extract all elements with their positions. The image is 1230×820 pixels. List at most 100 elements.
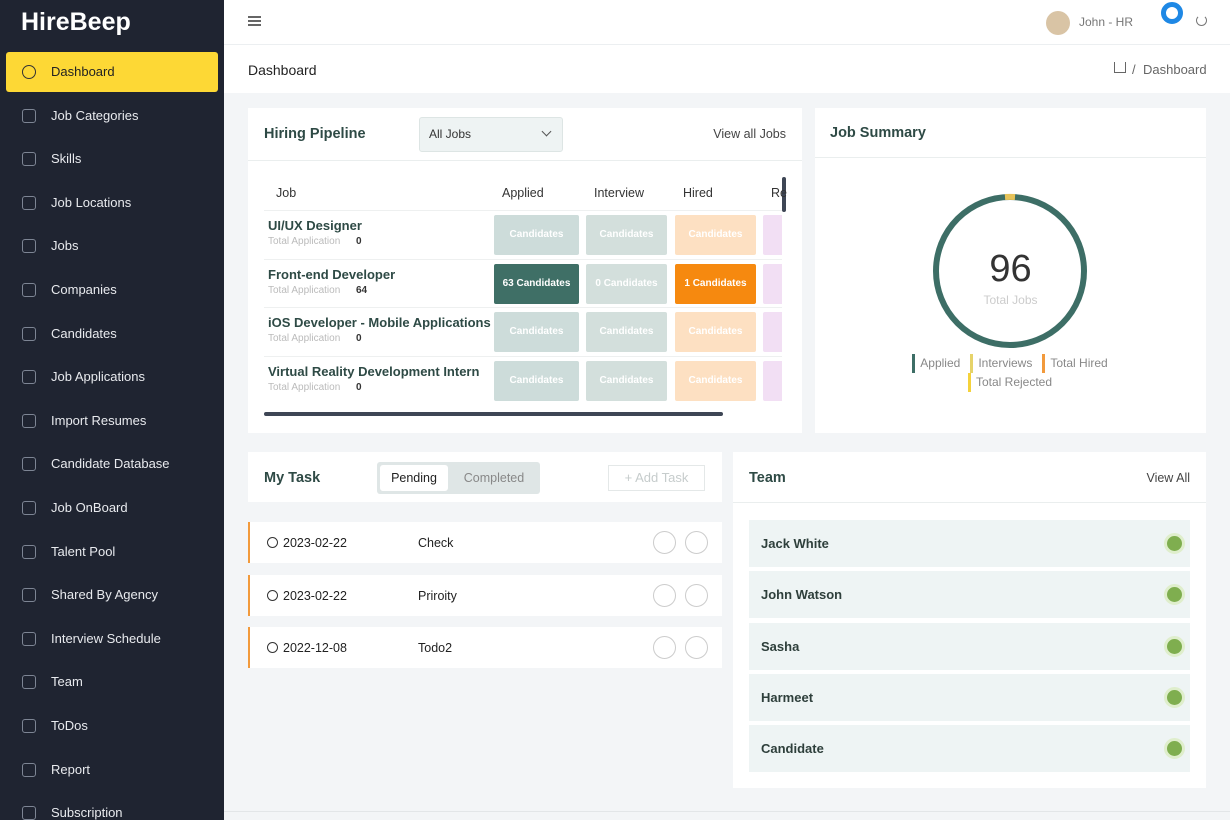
total-count: 0 bbox=[356, 333, 362, 344]
legend-item[interactable]: Interviews bbox=[970, 354, 1032, 373]
tab-completed[interactable]: Completed bbox=[463, 471, 525, 485]
breadcrumb[interactable]: Dashboard bbox=[1143, 62, 1207, 77]
candidate-cell[interactable]: Candidates bbox=[675, 312, 756, 352]
home-icon[interactable] bbox=[1114, 62, 1126, 73]
notification-badge[interactable] bbox=[1161, 2, 1183, 24]
menu-item[interactable]: Jobs bbox=[6, 226, 218, 266]
member-avatar bbox=[1164, 738, 1185, 760]
task-item: 2023-02-22 Priroity bbox=[248, 574, 722, 616]
menu-icon bbox=[22, 806, 36, 820]
delete-button[interactable] bbox=[685, 636, 708, 659]
candidate-cell[interactable]: Candidates bbox=[494, 360, 579, 401]
member-name: Candidate bbox=[761, 741, 824, 757]
menu-icon bbox=[22, 413, 36, 428]
job-title[interactable]: UI/UX Designer bbox=[268, 218, 362, 233]
candidate-cell[interactable]: C bbox=[763, 215, 782, 255]
task-date: 2023-02-22 bbox=[283, 536, 347, 550]
tab-pending[interactable]: Pending bbox=[380, 465, 448, 491]
row-divider bbox=[264, 355, 782, 357]
view-all-jobs[interactable]: View all Jobs bbox=[713, 127, 786, 141]
menu-item[interactable]: Companies bbox=[6, 270, 218, 310]
menu-item[interactable]: Skills bbox=[6, 139, 218, 179]
edit-button[interactable] bbox=[653, 531, 676, 554]
menu-icon bbox=[22, 65, 36, 79]
card-title: Job Summary bbox=[830, 125, 926, 141]
candidate-cell[interactable]: Candidates bbox=[586, 360, 667, 401]
power-icon[interactable] bbox=[1196, 15, 1207, 26]
user-name[interactable]: John - HR bbox=[1079, 15, 1134, 29]
menu-icon bbox=[22, 544, 36, 559]
menu-item[interactable]: Subscription bbox=[6, 793, 218, 820]
row-divider bbox=[264, 210, 782, 211]
add-task-button[interactable]: + Add Task bbox=[608, 465, 705, 491]
candidate-cell[interactable]: Candidates bbox=[494, 312, 579, 352]
job-title[interactable]: Virtual Reality Development Intern bbox=[268, 363, 480, 379]
menu-item[interactable]: Team bbox=[6, 662, 218, 702]
v-scrollbar[interactable] bbox=[782, 177, 786, 212]
menu-icon bbox=[22, 631, 36, 646]
legend-item[interactable]: Total Hired bbox=[1042, 354, 1108, 373]
breadcrumb-sep: / bbox=[1132, 62, 1136, 77]
total-label: Total Application bbox=[268, 236, 341, 247]
delete-button[interactable] bbox=[685, 583, 708, 607]
task-text: Todo2 bbox=[418, 641, 453, 655]
menu-item[interactable]: Dashboard bbox=[6, 52, 218, 92]
menu-item[interactable]: Job OnBoard bbox=[6, 488, 218, 528]
task-date: 2022-12-08 bbox=[283, 641, 347, 655]
job-filter[interactable]: All Jobs bbox=[419, 117, 563, 152]
team-member[interactable]: Jack White bbox=[749, 520, 1190, 567]
team-member[interactable]: Sasha bbox=[749, 622, 1190, 670]
menu-item[interactable]: Job Locations bbox=[6, 183, 218, 223]
row-divider bbox=[264, 307, 782, 308]
footer-line bbox=[224, 811, 1230, 812]
pipeline-card: Hiring Pipeline All Jobs View all Jobs J… bbox=[248, 108, 802, 433]
menu-item[interactable]: Interview Schedule bbox=[6, 619, 218, 659]
team-member[interactable]: Harmeet bbox=[749, 673, 1190, 721]
candidate-cell[interactable]: 63 Candidates bbox=[494, 263, 579, 304]
card-title: My Task bbox=[264, 470, 321, 486]
candidate-cell[interactable]: 0 C bbox=[763, 263, 782, 304]
menu-item[interactable]: Shared By Agency bbox=[6, 575, 218, 615]
menu-item[interactable]: Job Applications bbox=[6, 357, 218, 397]
edit-button[interactable] bbox=[653, 583, 676, 607]
candidate-cell[interactable]: 1 Candidates bbox=[675, 263, 756, 304]
column-header: Applied bbox=[502, 186, 544, 200]
menu-item[interactable]: Report bbox=[6, 750, 218, 790]
menu-item[interactable]: Talent Pool bbox=[6, 532, 218, 572]
menu-item[interactable]: Candidate Database bbox=[6, 444, 218, 484]
candidate-cell[interactable]: C bbox=[763, 312, 782, 352]
candidate-cell[interactable]: C bbox=[763, 360, 782, 401]
candidate-cell[interactable]: Candidates bbox=[675, 215, 756, 255]
task-item: 2023-02-22 Check bbox=[248, 522, 722, 563]
menu-item[interactable]: ToDos bbox=[6, 706, 218, 746]
brand[interactable]: HireBeep bbox=[21, 8, 131, 36]
menu-item[interactable]: Candidates bbox=[6, 314, 218, 354]
delete-button[interactable] bbox=[685, 531, 708, 554]
team-member[interactable]: Candidate bbox=[749, 725, 1190, 773]
member-avatar bbox=[1164, 533, 1185, 554]
candidate-cell[interactable]: 0 Candidates bbox=[586, 263, 667, 304]
menu-item[interactable]: Import Resumes bbox=[6, 401, 218, 441]
team-member[interactable]: John Watson bbox=[749, 571, 1190, 619]
task-header: My Task Pending Completed + Add Task bbox=[248, 452, 722, 502]
avatar bbox=[1046, 11, 1070, 35]
column-header: Re bbox=[771, 186, 787, 200]
h-scrollbar[interactable] bbox=[264, 412, 723, 416]
menu-icon bbox=[22, 719, 36, 733]
job-title[interactable]: iOS Developer - Mobile Applications bbox=[268, 315, 491, 330]
view-all-team[interactable]: View All bbox=[1146, 471, 1190, 485]
member-avatar bbox=[1164, 635, 1185, 657]
menu-item[interactable]: Job Categories bbox=[6, 96, 218, 136]
legend-item[interactable]: Total Rejected bbox=[967, 373, 1052, 392]
candidate-cell[interactable]: Candidates bbox=[494, 215, 579, 255]
candidate-cell[interactable]: Candidates bbox=[675, 360, 756, 401]
menu-toggle[interactable] bbox=[248, 16, 261, 18]
edit-button[interactable] bbox=[653, 636, 676, 659]
member-name: John Watson bbox=[761, 587, 843, 603]
candidate-cell[interactable]: Candidates bbox=[586, 312, 667, 352]
job-title[interactable]: Front-end Developer bbox=[268, 266, 396, 282]
legend-item[interactable]: Applied bbox=[912, 354, 960, 373]
menu-icon bbox=[22, 588, 36, 603]
candidate-cell[interactable]: Candidates bbox=[586, 215, 667, 255]
